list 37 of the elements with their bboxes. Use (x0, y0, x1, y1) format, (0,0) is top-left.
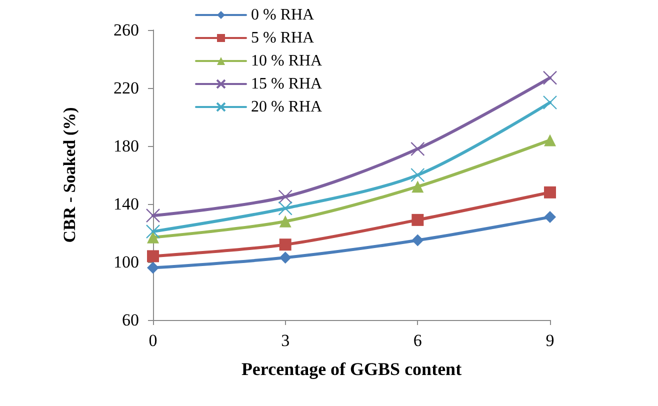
point (542, 70, 558, 85)
legend-label: 5 % RHA (251, 30, 315, 46)
point (279, 238, 292, 251)
y-tick-label: 100 (114, 252, 139, 272)
point (544, 186, 556, 198)
point (542, 95, 558, 110)
point (410, 142, 425, 156)
point (147, 262, 159, 274)
point (147, 231, 159, 244)
y-tick-label: 220 (114, 78, 139, 98)
point (544, 134, 556, 146)
point (410, 168, 425, 182)
y-tick-label: 260 (114, 20, 139, 40)
x-tick-label: 0 (148, 331, 158, 350)
legend-label: 10 % RHA (251, 52, 323, 70)
x-tick-label: 9 (546, 331, 554, 350)
legend-label: 15 % RHA (251, 76, 323, 92)
legend-label: 0 % RHA (251, 6, 315, 24)
y-tick-label: 180 (114, 136, 139, 156)
point (412, 214, 424, 226)
point (147, 250, 159, 262)
point (412, 180, 424, 193)
point (146, 208, 160, 223)
point (544, 211, 556, 224)
y-tick-label: 140 (114, 194, 139, 214)
point (279, 252, 292, 264)
point (412, 234, 424, 246)
y-tick-label: 60 (122, 310, 139, 330)
x-tick-label: 3 (281, 331, 290, 350)
x-tick-label: 6 (413, 331, 422, 350)
point (146, 224, 160, 239)
point (278, 201, 292, 216)
legend-label: 20 % RHA (251, 98, 323, 116)
point (278, 190, 292, 204)
point (279, 215, 292, 228)
x-axis-title: Percentage of GGBS content (241, 359, 462, 379)
y-axis-title: CBR - Soaked (%) (60, 107, 79, 243)
